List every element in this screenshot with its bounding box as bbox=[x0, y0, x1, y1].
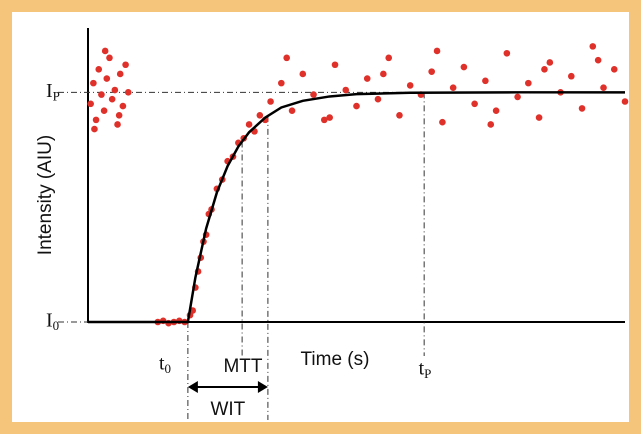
data-point bbox=[385, 54, 393, 62]
data-point bbox=[363, 75, 371, 82]
data-point bbox=[374, 95, 382, 103]
data-point bbox=[283, 54, 290, 62]
data-point bbox=[90, 79, 97, 87]
data-point bbox=[487, 121, 495, 128]
data-point bbox=[503, 49, 511, 57]
data-point bbox=[600, 84, 607, 92]
y-axis-label: Intensity (AIU) bbox=[35, 135, 56, 255]
data-point bbox=[106, 54, 113, 62]
data-point bbox=[111, 86, 119, 94]
data-point bbox=[103, 75, 111, 82]
arrow-head bbox=[187, 381, 198, 393]
data-point bbox=[342, 86, 350, 94]
data-point bbox=[449, 84, 457, 92]
x-axis-label: Time (s) bbox=[301, 349, 370, 370]
data-point bbox=[91, 125, 98, 133]
fit-curve bbox=[88, 91, 625, 324]
data-point bbox=[353, 102, 360, 110]
marker-label: MTT bbox=[223, 356, 262, 377]
data-point bbox=[594, 56, 602, 64]
data-point bbox=[589, 43, 597, 50]
data-point bbox=[396, 111, 403, 119]
data-point bbox=[546, 59, 554, 66]
data-point bbox=[433, 47, 441, 55]
data-point bbox=[278, 79, 285, 87]
data-point bbox=[92, 116, 100, 124]
panel bbox=[12, 12, 629, 422]
data-point bbox=[525, 79, 532, 87]
data-point bbox=[460, 63, 468, 71]
data-point bbox=[114, 121, 121, 128]
data-point bbox=[320, 116, 328, 124]
data-point bbox=[439, 118, 446, 126]
data-point bbox=[98, 91, 105, 98]
data-point bbox=[535, 114, 543, 121]
arrow-head bbox=[257, 381, 268, 393]
data-point bbox=[380, 70, 387, 78]
data-point bbox=[267, 98, 274, 105]
data-point bbox=[331, 61, 339, 69]
data-point bbox=[482, 77, 489, 85]
data-point bbox=[256, 111, 264, 119]
data-point bbox=[119, 102, 127, 110]
data-point bbox=[514, 93, 521, 101]
data-point bbox=[428, 68, 435, 75]
span-label: WIT bbox=[210, 399, 245, 420]
data-point bbox=[245, 121, 253, 128]
data-point bbox=[406, 82, 414, 89]
data-point bbox=[299, 70, 307, 78]
data-point bbox=[288, 107, 296, 114]
data-point bbox=[621, 98, 629, 105]
data-point bbox=[101, 47, 109, 55]
data-point bbox=[116, 70, 124, 78]
data-point bbox=[492, 107, 500, 114]
data-point bbox=[310, 91, 317, 98]
data-point bbox=[541, 66, 548, 73]
data-point bbox=[115, 111, 123, 119]
data-point bbox=[95, 66, 103, 73]
data-point bbox=[326, 114, 333, 121]
data-point bbox=[471, 100, 478, 108]
data-point bbox=[124, 89, 132, 96]
data-point bbox=[578, 105, 586, 112]
data-point bbox=[568, 72, 575, 80]
data-point bbox=[100, 107, 108, 114]
data-point bbox=[87, 100, 94, 108]
data-point bbox=[122, 61, 129, 69]
data-point bbox=[108, 95, 116, 103]
data-point bbox=[610, 66, 618, 73]
